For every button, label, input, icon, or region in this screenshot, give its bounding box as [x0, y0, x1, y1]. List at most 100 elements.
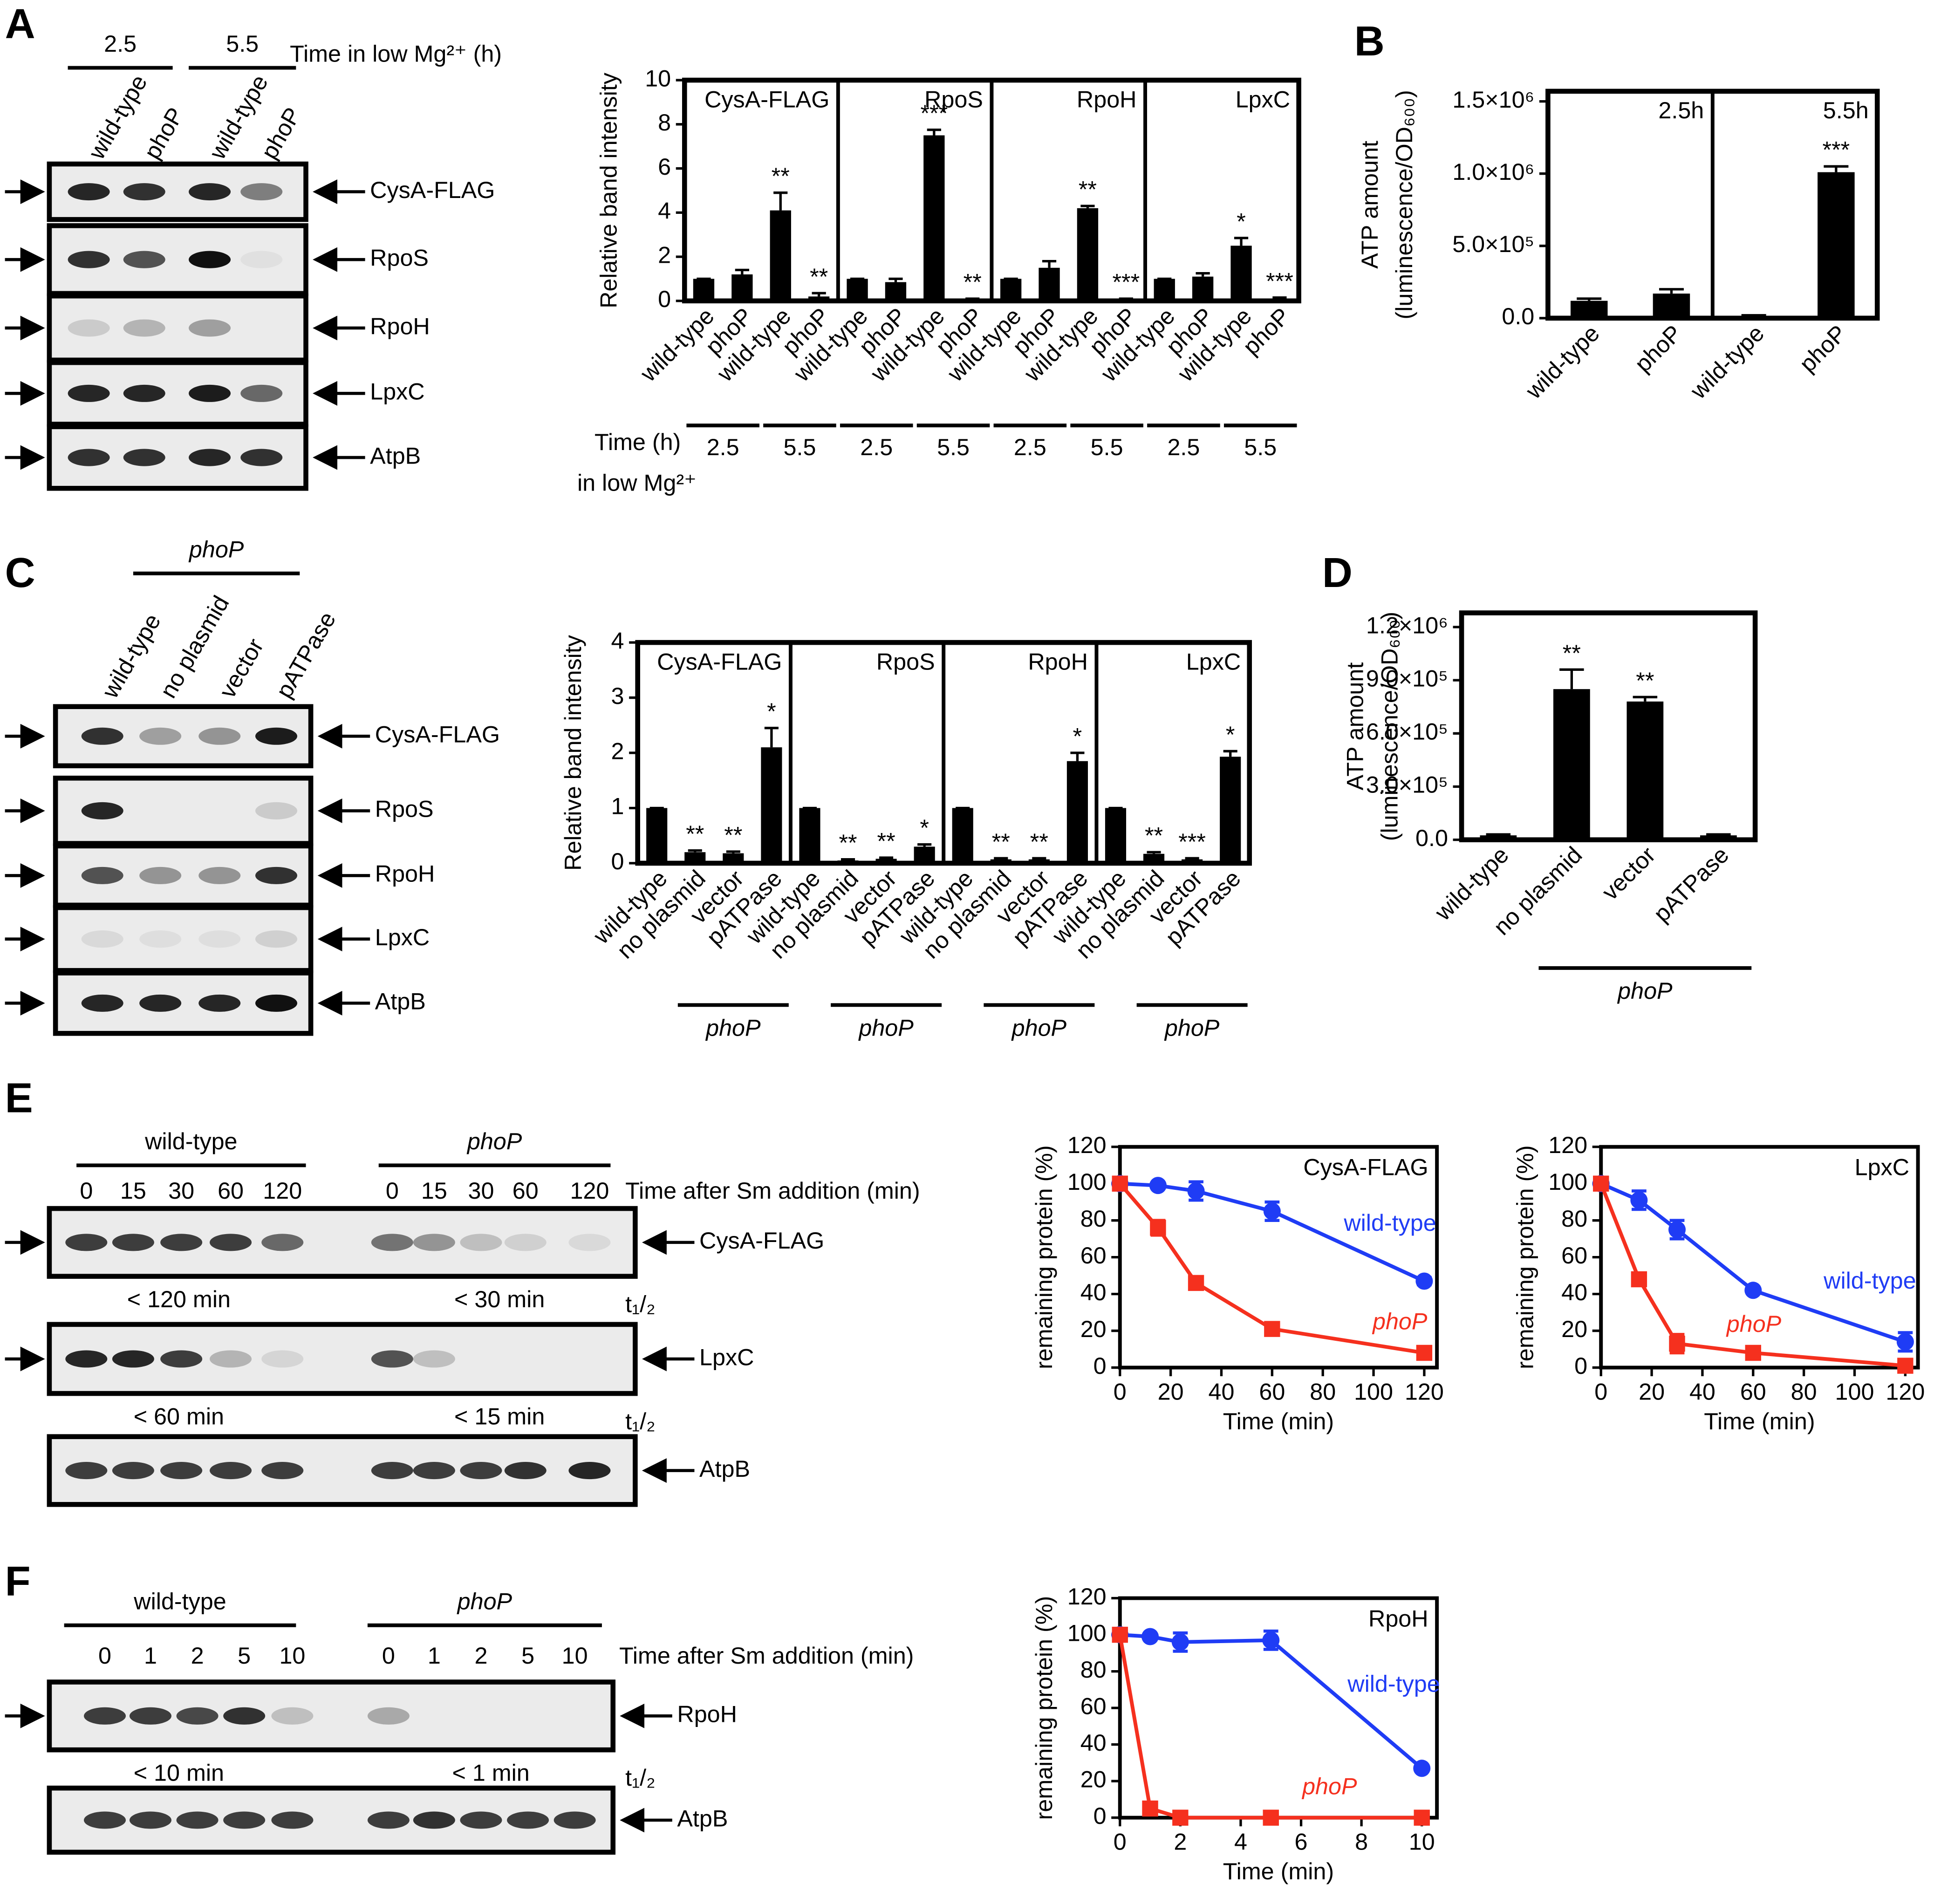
chart-title: CysA-FLAG [1303, 1154, 1428, 1181]
band [198, 727, 241, 745]
series-line [1118, 1634, 1422, 1820]
bar [962, 300, 983, 301]
significance: ** [724, 822, 742, 848]
lane-label: 10 [279, 1642, 305, 1669]
y-tick-label: 80 [1561, 1205, 1587, 1232]
band [81, 802, 123, 819]
x-tick-label: 40 [1689, 1378, 1715, 1405]
x-tick-label: 20 [1639, 1378, 1665, 1405]
band [568, 1462, 611, 1480]
lane-label: phoP [256, 103, 306, 164]
y-tick-label: 8 [658, 109, 671, 136]
point [1188, 1275, 1204, 1291]
bar [1028, 859, 1050, 863]
half-life: < 15 min [454, 1403, 545, 1429]
point [1149, 1177, 1167, 1194]
band [65, 1350, 108, 1368]
band [261, 1234, 304, 1251]
band [160, 1350, 203, 1368]
band [65, 1234, 108, 1251]
bar [1570, 300, 1608, 318]
panel-label: F [5, 1558, 31, 1605]
bar [1653, 293, 1690, 318]
lane-label: 30 [168, 1177, 194, 1204]
y-tick-label: 100 [1067, 1619, 1107, 1646]
facet-title: LpxC [1236, 86, 1290, 112]
row-label: CysA-FLAG [370, 177, 495, 203]
lane-label: 60 [513, 1177, 539, 1204]
significance: *** [1823, 136, 1850, 163]
point [1896, 1333, 1914, 1351]
row-label: LpxC [699, 1344, 754, 1370]
facet-title: 2.5h [1658, 97, 1704, 123]
y-tick-label: 20 [1080, 1316, 1107, 1342]
band [240, 449, 283, 466]
band [271, 1707, 314, 1725]
x-tick-label: 20 [1158, 1378, 1184, 1405]
y-tick-label: 120 [1067, 1132, 1107, 1158]
header-label: phoP [466, 1128, 522, 1154]
significance: ** [1145, 822, 1163, 849]
bar [1000, 279, 1022, 301]
band [413, 1350, 455, 1368]
lane-label: 120 [570, 1177, 609, 1204]
band [123, 183, 165, 201]
facet-title: RpoH [1077, 86, 1137, 112]
lane-label: 10 [562, 1642, 588, 1669]
band [68, 251, 110, 268]
header-label: phoP [457, 1588, 513, 1614]
band [129, 1811, 171, 1829]
header-label: wild-type [144, 1128, 237, 1154]
band [81, 727, 123, 745]
band [189, 251, 231, 268]
significance: ** [810, 263, 828, 290]
band [223, 1707, 266, 1725]
bar [914, 846, 935, 863]
band [240, 183, 283, 201]
header-label: 5.5 [226, 30, 259, 57]
band [371, 1234, 413, 1251]
lane-label: 0 [382, 1642, 395, 1669]
band [210, 1234, 252, 1251]
point [1413, 1760, 1431, 1777]
y-tick-label: 6 [658, 153, 671, 180]
group-label: 2.5 [707, 434, 739, 460]
band [112, 1234, 154, 1251]
band [210, 1350, 252, 1368]
point [1262, 1631, 1280, 1649]
y-tick-label: 1 [611, 793, 624, 819]
significance: ** [839, 829, 857, 856]
band [189, 384, 231, 402]
point [1414, 1809, 1430, 1826]
band [460, 1234, 502, 1251]
band [240, 384, 283, 402]
y-tick-label: 5.0×10⁵ [1452, 231, 1534, 257]
x-tick-label: 0 [1114, 1378, 1127, 1405]
lane-label: 60 [218, 1177, 244, 1204]
significance: *** [1266, 267, 1293, 294]
bar [1818, 172, 1855, 318]
bar [923, 135, 945, 301]
group-label: 2.5 [1014, 434, 1046, 460]
bar [875, 859, 897, 863]
header-title: Time in low Mg²⁺ (h) [290, 40, 502, 67]
half-life: < 30 min [454, 1286, 545, 1312]
bar [1553, 689, 1590, 840]
chart-title: RpoH [1368, 1605, 1428, 1631]
band [139, 930, 182, 948]
row-label: RpoH [370, 313, 430, 339]
point [1745, 1344, 1762, 1361]
band [160, 1234, 203, 1251]
band [112, 1350, 154, 1368]
y-tick-label: 4 [658, 198, 671, 224]
blot-box [53, 905, 314, 973]
bar [684, 852, 706, 863]
row-label: AtpB [370, 442, 421, 469]
y-axis-label: ATP amount [1341, 662, 1368, 791]
lane-label: 15 [120, 1177, 146, 1204]
band [123, 319, 165, 337]
y-tick-label: 40 [1561, 1279, 1587, 1305]
facet-title: 5.5h [1823, 97, 1869, 123]
point [1630, 1191, 1648, 1209]
